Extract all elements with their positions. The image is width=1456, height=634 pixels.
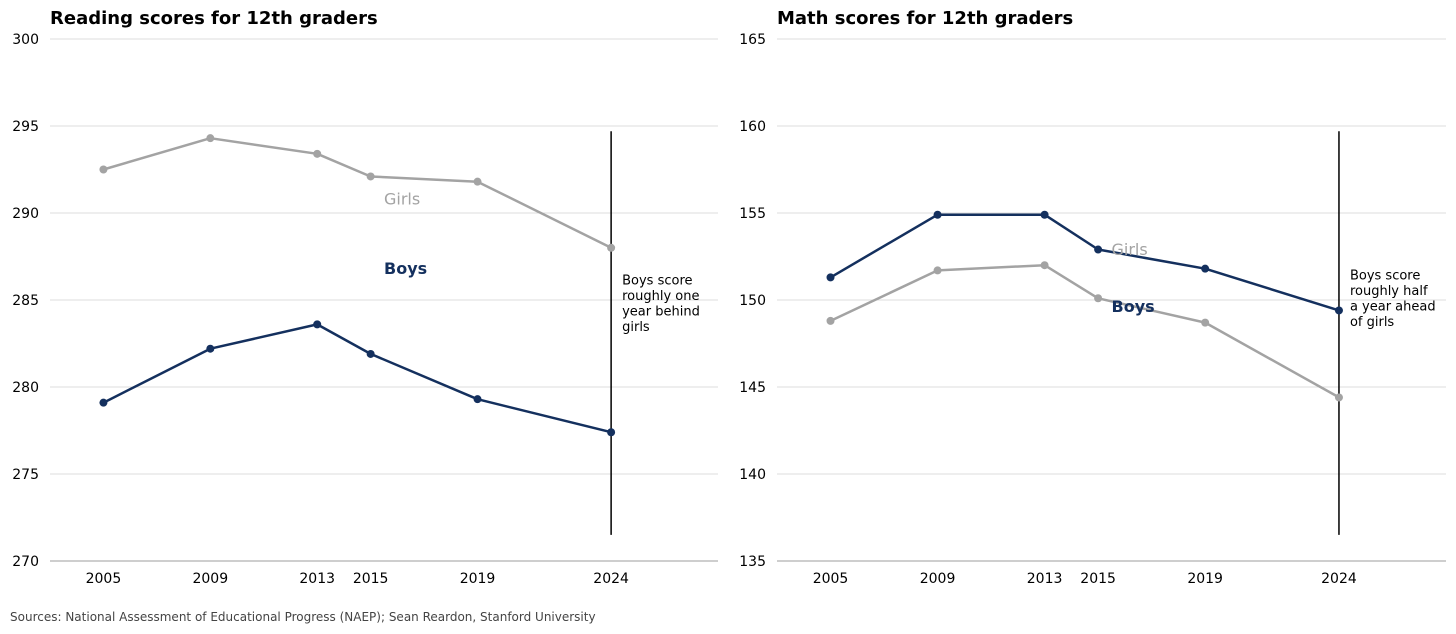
math-annotation: Boys score roughly half a year ahead of gir… xyxy=(1350,268,1436,330)
reading-y-tick-270: 270 xyxy=(12,554,39,570)
math-girls-point-2024 xyxy=(1334,393,1343,402)
math-girls-point-2013 xyxy=(1040,261,1049,270)
reading-girls-line xyxy=(103,136,612,249)
reading-x-tick-2005: 2005 xyxy=(86,571,122,587)
reading-chart-title: Reading scores for 12th graders xyxy=(50,8,378,29)
reading-x-tick-2013: 2013 xyxy=(299,571,335,587)
math-girls-point-2015 xyxy=(1094,294,1103,303)
math-annotation-line: a year ahead xyxy=(1350,299,1436,314)
math-y-tick-140: 140 xyxy=(739,467,766,483)
math-y-tick-145: 145 xyxy=(739,380,766,396)
reading-girls-point-2013 xyxy=(313,149,322,158)
math-y-tick-150: 150 xyxy=(739,293,766,309)
reading-x-tick-2024: 2024 xyxy=(593,571,629,587)
reading-boys-label: Boys xyxy=(384,259,427,278)
reading-chart: Reading scores for 12th graders 270 275 28… xyxy=(12,8,718,587)
math-boys-point-2013 xyxy=(1040,210,1049,219)
math-boys-point-2024 xyxy=(1334,306,1343,315)
reading-boys-point-2015 xyxy=(366,349,375,358)
reading-y-tick-290: 290 xyxy=(12,206,39,222)
reading-x-tick-2019: 2019 xyxy=(460,571,496,587)
reading-y-tick-300: 300 xyxy=(12,32,39,48)
reading-y-tick-280: 280 xyxy=(12,380,39,396)
math-y-tick-155: 155 xyxy=(739,206,766,222)
reading-boys-point-2013 xyxy=(313,320,322,329)
reading-annotation-line: Boys score xyxy=(622,274,692,289)
reading-y-tick-275: 275 xyxy=(12,467,39,483)
math-boys-point-2015 xyxy=(1094,245,1103,254)
math-x-tick-2024: 2024 xyxy=(1321,571,1357,587)
reading-annotation-line: roughly one xyxy=(622,289,699,304)
math-x-tick-2009: 2009 xyxy=(920,571,956,587)
math-y-tick-135: 135 xyxy=(739,554,766,570)
math-x-tick-2015: 2015 xyxy=(1080,571,1116,587)
reading-girls-point-2009 xyxy=(206,134,215,143)
reading-annotation-line: year behind xyxy=(622,305,700,320)
math-annotation-line: Boys score xyxy=(1350,268,1420,283)
math-boys-label: Boys xyxy=(1112,297,1155,316)
source-note: Sources: National Assessment of Educatio… xyxy=(10,610,596,624)
reading-girls-point-2024 xyxy=(607,243,616,252)
math-x-tick-2013: 2013 xyxy=(1027,571,1063,587)
reading-boys-point-2009 xyxy=(206,344,215,353)
reading-boys-point-2019 xyxy=(473,395,482,404)
math-boys-point-2005 xyxy=(826,273,835,282)
math-boys-point-2019 xyxy=(1201,264,1210,273)
math-y-tick-165: 165 xyxy=(739,32,766,48)
math-boys-line xyxy=(829,213,1340,312)
math-y-tick-160: 160 xyxy=(739,119,766,135)
math-girls-line xyxy=(829,263,1340,399)
reading-annotation: Boys score roughly one year behind girls xyxy=(622,274,700,336)
math-chart-title: Math scores for 12th graders xyxy=(777,8,1073,29)
math-boys-point-2009 xyxy=(933,210,942,219)
reading-y-tick-295: 295 xyxy=(12,119,39,135)
math-girls-point-2019 xyxy=(1201,318,1210,327)
reading-boys-point-2024 xyxy=(607,428,616,437)
reading-girls-label: Girls xyxy=(384,189,420,208)
math-girls-point-2009 xyxy=(933,266,942,275)
reading-boys-line xyxy=(102,323,612,434)
math-chart: Math scores for 12th graders 135 140 145 15… xyxy=(739,8,1446,587)
math-annotation-line: of girls xyxy=(1350,315,1394,330)
math-annotation-line: roughly half xyxy=(1350,284,1428,299)
reading-annotation-line: girls xyxy=(622,320,650,335)
reading-boys-point-2005 xyxy=(99,398,108,407)
math-girls-point-2005 xyxy=(826,316,835,325)
reading-x-tick-2015: 2015 xyxy=(353,571,389,587)
math-girls-label: Girls xyxy=(1112,240,1148,259)
reading-y-tick-285: 285 xyxy=(12,293,39,309)
math-x-tick-2005: 2005 xyxy=(813,571,849,587)
reading-x-tick-2009: 2009 xyxy=(192,571,228,587)
reading-girls-point-2005 xyxy=(99,165,108,174)
math-x-tick-2019: 2019 xyxy=(1187,571,1223,587)
reading-girls-point-2015 xyxy=(366,172,375,181)
reading-girls-point-2019 xyxy=(473,177,482,186)
